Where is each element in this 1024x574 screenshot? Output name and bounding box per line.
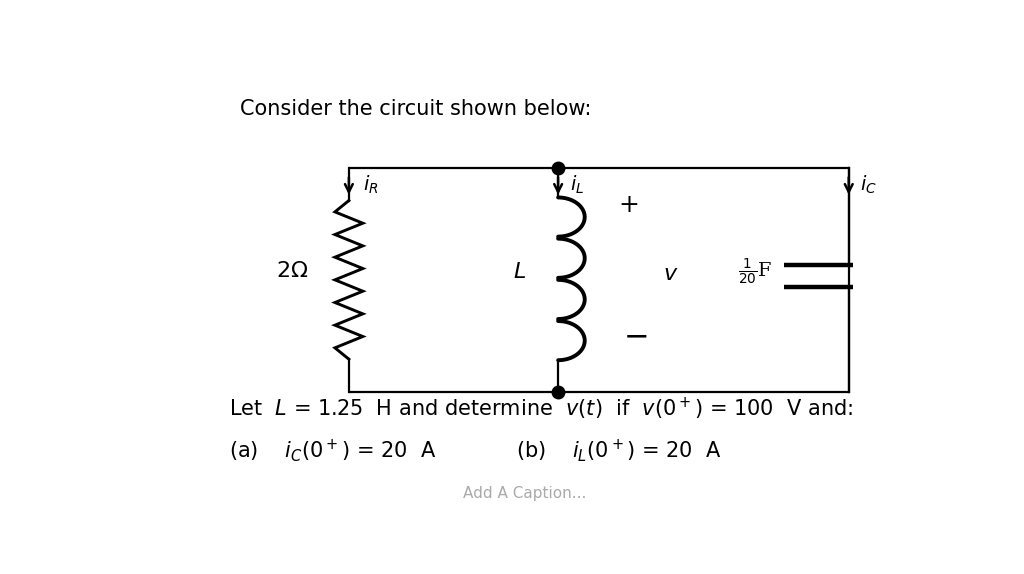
Text: $i_R$: $i_R$	[362, 174, 379, 196]
Text: Consider the circuit shown below:: Consider the circuit shown below:	[241, 99, 592, 119]
Text: $v$: $v$	[663, 263, 678, 285]
Text: $i_C$: $i_C$	[860, 174, 878, 196]
Text: Let  $L$ = 1.25  H and determine  $v(t)$  if  $v(0^+)$ = 100  V and:: Let $L$ = 1.25 H and determine $v(t)$ if…	[228, 396, 853, 422]
Text: $+$: $+$	[617, 193, 638, 216]
Text: $2\Omega$: $2\Omega$	[276, 259, 308, 282]
Text: (a)    $i_C(0^+)$ = 20  A: (a) $i_C(0^+)$ = 20 A	[228, 437, 436, 464]
Text: $\frac{1}{20}$F: $\frac{1}{20}$F	[737, 257, 772, 287]
Text: Add A Caption...: Add A Caption...	[463, 486, 587, 502]
Text: $L$: $L$	[513, 261, 525, 283]
Text: $-$: $-$	[624, 320, 648, 351]
Text: (b)    $i_L(0^+)$ = 20  A: (b) $i_L(0^+)$ = 20 A	[515, 437, 721, 464]
Text: $i_L$: $i_L$	[569, 174, 584, 196]
